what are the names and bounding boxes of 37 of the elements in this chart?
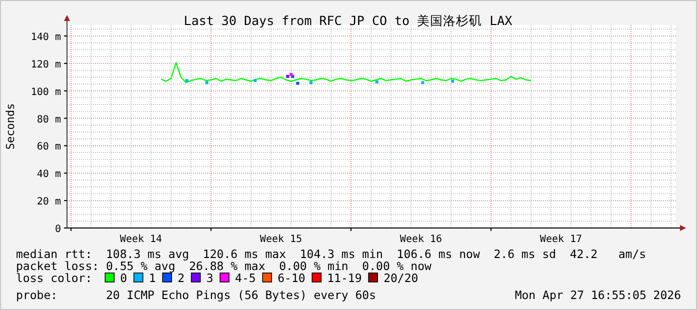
point <box>286 74 290 78</box>
x-tick-label: Week 17 <box>540 234 582 245</box>
y-tick-label: 40 m <box>36 169 61 180</box>
line-series <box>160 62 532 84</box>
legend-label: 0 <box>120 271 128 285</box>
legend-label: 3 <box>206 271 214 285</box>
y-tick-label: 140 m <box>30 32 61 43</box>
x-tick-label: Week 16 <box>400 234 442 245</box>
text: Mon Apr 27 16:55:05 2026 <box>514 288 682 302</box>
point <box>375 80 378 84</box>
y-tick-label: 60 m <box>36 142 61 153</box>
x-tick-label: Week 15 <box>260 234 302 245</box>
y-tick-label: 120 m <box>30 59 61 70</box>
point <box>296 82 300 85</box>
point <box>310 81 312 84</box>
legend-title: loss color: <box>16 271 92 285</box>
legend-label: 4-5 <box>235 271 256 285</box>
point <box>451 80 454 83</box>
point <box>254 79 257 82</box>
point <box>205 81 208 84</box>
legend-label: 2 <box>178 271 185 285</box>
y-tick-label: 80 m <box>36 114 61 126</box>
text: probe: 20 ICMP Echo Pings (56 Bytes) every 60s <box>16 288 376 302</box>
legend-label: 20/20 <box>384 271 418 285</box>
point <box>421 81 424 84</box>
point <box>185 79 188 82</box>
x-tick-label: Week 14 <box>120 234 162 245</box>
y-axis-title: Seconds <box>4 103 17 150</box>
text: median rtt: 108.3 ms avg 120.6 ms max 104.3 ms min 106.6 ms now 2.6 ms sd 42.2 am/s <box>16 247 646 261</box>
legend-label: 6-10 <box>278 271 306 285</box>
y-tick-label: 20 m <box>36 196 61 208</box>
legend-label: 11-19 <box>327 271 362 285</box>
text: packet loss: 0.55 % avg 26.88 % max 0.00 % min 0.00 % now <box>16 259 432 273</box>
y-tick-label: 100 m <box>30 86 61 98</box>
chart-title: Last 30 Days from RFC JP CO to 美国洛杉矶 LAX <box>184 13 513 28</box>
legend-label: 1 <box>148 271 156 285</box>
y-tick-label: 0 <box>54 224 61 235</box>
